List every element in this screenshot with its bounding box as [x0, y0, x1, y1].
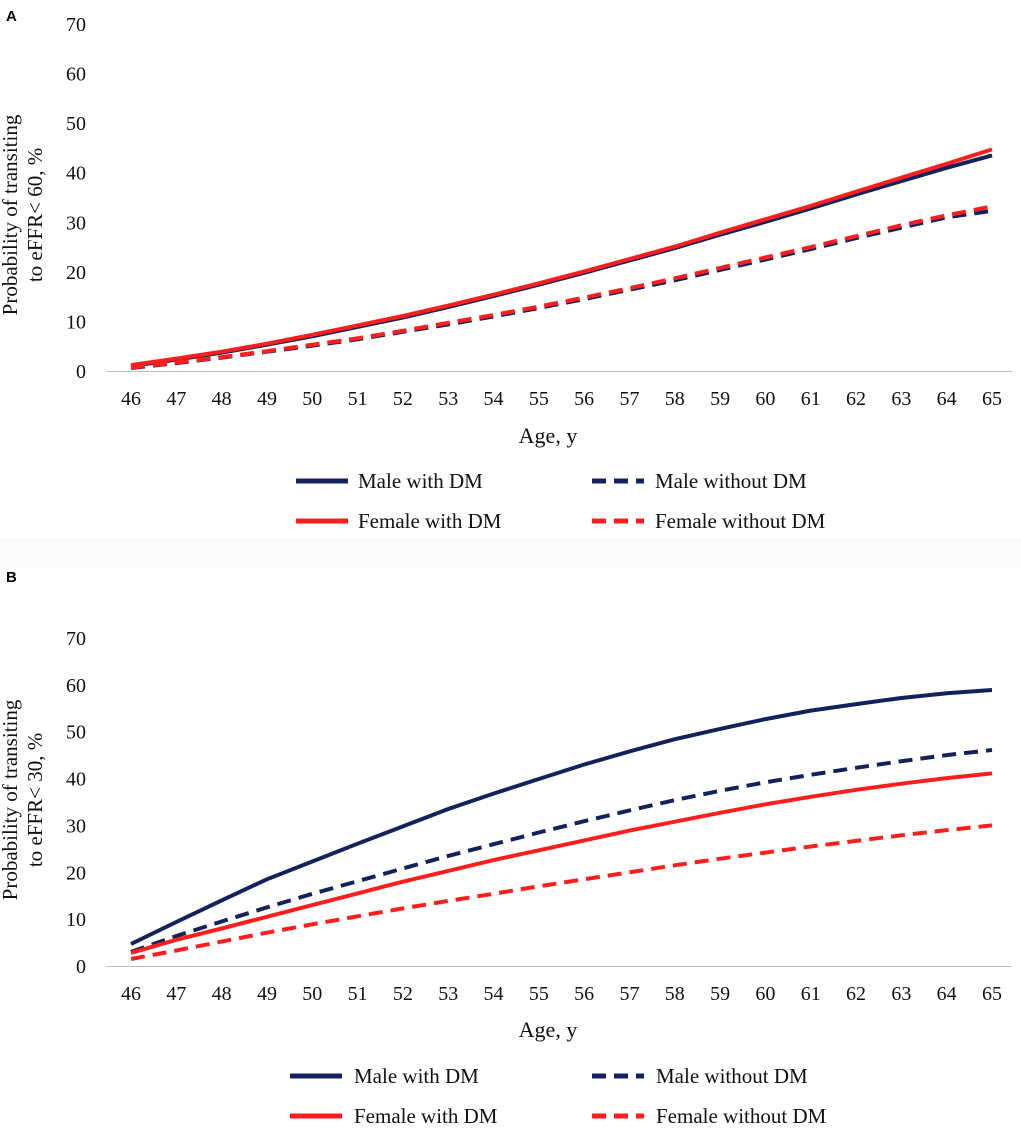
y-tick-label: 10 — [66, 311, 86, 333]
panel-a-x-label: Age, y — [519, 423, 578, 448]
x-tick-label: 62 — [846, 388, 866, 410]
x-tick-label: 46 — [121, 388, 141, 410]
x-tick-label: 59 — [710, 388, 730, 410]
x-tick-label: 48 — [212, 983, 232, 1005]
x-tick-label: 58 — [665, 983, 685, 1005]
x-tick-label: 60 — [755, 388, 775, 410]
panel-a-y-label-line1: Probability of transiting — [0, 114, 22, 315]
y-tick-label: 60 — [66, 675, 86, 697]
x-tick-label: 65 — [982, 388, 1002, 410]
series-line-male_dm — [130, 153, 993, 368]
x-tick-label: 62 — [846, 983, 866, 1005]
x-tick-label: 64 — [937, 983, 957, 1005]
panel-a-x-axis: 46 47 48 49 50 51 52 53 54 55 56 57 58 59 60 61 62 63 64 65 — [121, 388, 1002, 410]
panel-b-label: B — [6, 569, 17, 586]
x-tick-label: 50 — [302, 983, 322, 1005]
x-tick-label: 51 — [348, 388, 368, 410]
panel-b-y-axis: 0 10 20 30 40 50 60 70 — [66, 628, 86, 978]
y-tick-label: 20 — [66, 262, 86, 284]
panel-a-legend: Male with DM Male without DM Female with D… — [296, 469, 826, 533]
x-tick-label: 57 — [619, 388, 639, 410]
x-tick-label: 51 — [348, 983, 368, 1005]
x-tick-label: 48 — [212, 388, 232, 410]
y-tick-label: 40 — [66, 769, 86, 791]
panel-b: B 0 10 20 30 40 50 60 70 46 47 48 49 50 51 52 53 54 55 56… — [0, 569, 1012, 1128]
panel-b-background — [0, 538, 1021, 1135]
series-line-male_dm — [130, 688, 993, 946]
x-tick-label: 53 — [438, 388, 458, 410]
legend-label-male_nodm: Male without DM — [655, 469, 807, 493]
panel-a-label: A — [6, 8, 17, 25]
x-tick-label: 63 — [891, 388, 911, 410]
y-tick-label: 0 — [76, 361, 86, 383]
panel-a-y-label-line2: to eFFR< 60, % — [23, 148, 47, 282]
series-line-female_nodm — [130, 823, 993, 961]
x-tick-label: 63 — [891, 983, 911, 1005]
series-line-female_dm — [130, 771, 993, 955]
panel-a-background — [0, 0, 1021, 538]
x-tick-label: 60 — [755, 983, 775, 1005]
x-tick-label: 54 — [484, 983, 504, 1005]
panel-b-y-label-line2: to eFFR< 30, % — [23, 733, 47, 867]
x-tick-label: 50 — [302, 388, 322, 410]
x-tick-label: 52 — [393, 388, 413, 410]
y-tick-label: 30 — [66, 815, 86, 837]
x-tick-label: 58 — [665, 388, 685, 410]
y-tick-label: 40 — [66, 163, 86, 185]
x-tick-label: 57 — [619, 983, 639, 1005]
y-tick-label: 20 — [66, 862, 86, 884]
x-tick-label: 47 — [166, 388, 186, 410]
y-tick-label: 50 — [66, 722, 86, 744]
y-tick-label: 10 — [66, 909, 86, 931]
series-line-male_nodm — [130, 748, 993, 954]
panel-b-x-label: Age, y — [519, 1017, 578, 1042]
x-tick-label: 65 — [982, 983, 1002, 1005]
y-tick-label: 70 — [66, 14, 86, 36]
x-tick-label: 61 — [801, 983, 821, 1005]
panel-b-series — [130, 688, 993, 961]
x-tick-label: 56 — [574, 983, 594, 1005]
legend-label-male_dm: Male with DM — [354, 1064, 479, 1088]
x-tick-label: 49 — [257, 388, 277, 410]
y-tick-label: 70 — [66, 628, 86, 650]
x-tick-label: 61 — [801, 388, 821, 410]
legend-label-female_dm: Female with DM — [354, 1104, 498, 1128]
panel-a-y-axis: 0 10 20 30 40 50 60 70 — [66, 14, 86, 383]
x-tick-label: 52 — [393, 983, 413, 1005]
x-tick-label: 59 — [710, 983, 730, 1005]
x-tick-label: 46 — [121, 983, 141, 1005]
y-tick-label: 30 — [66, 212, 86, 234]
x-tick-label: 56 — [574, 388, 594, 410]
panel-a-series — [130, 147, 993, 370]
panel-b-legend: Male with DM Male without DM Female with D… — [290, 1064, 827, 1128]
x-tick-label: 53 — [438, 983, 458, 1005]
legend-label-male_dm: Male with DM — [358, 469, 483, 493]
legend-label-female_nodm: Female without DM — [656, 1104, 827, 1128]
x-tick-label: 49 — [257, 983, 277, 1005]
x-tick-label: 55 — [529, 388, 549, 410]
y-tick-label: 60 — [66, 64, 86, 86]
series-line-female_dm — [130, 147, 993, 368]
legend-label-female_dm: Female with DM — [358, 509, 502, 533]
x-tick-label: 64 — [937, 388, 957, 410]
x-tick-label: 55 — [529, 983, 549, 1005]
x-tick-label: 54 — [484, 388, 504, 410]
panel-b-x-axis: 46 47 48 49 50 51 52 53 54 55 56 57 58 59 60 61 62 63 64 65 — [121, 983, 1002, 1005]
legend-label-male_nodm: Male without DM — [656, 1064, 808, 1088]
panel-b-y-label-line1: Probability of transiting — [0, 699, 22, 900]
x-tick-label: 47 — [166, 983, 186, 1005]
series-line-female_nodm — [130, 204, 993, 370]
panel-a: A 0 10 20 30 40 50 60 70 46 47 48 49 50 51 52 53 54 55 56… — [0, 8, 1012, 533]
legend-label-female_nodm: Female without DM — [655, 509, 826, 533]
y-tick-label: 50 — [66, 113, 86, 135]
y-tick-label: 0 — [76, 956, 86, 978]
